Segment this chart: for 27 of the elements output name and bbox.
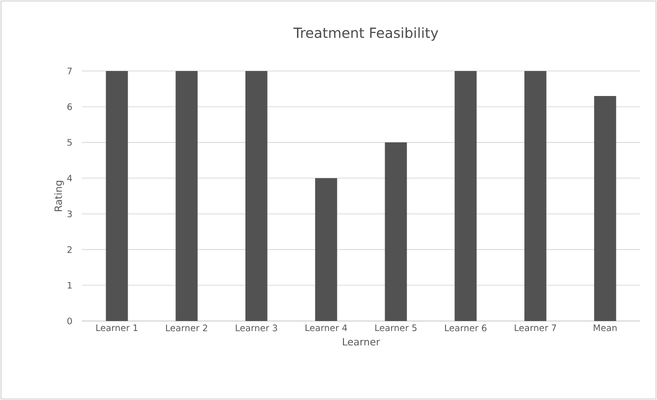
x-tick-label: Learner 6 xyxy=(445,324,486,332)
bar xyxy=(106,71,128,321)
y-tick-label: 4 xyxy=(67,174,72,182)
y-tick-label: 5 xyxy=(67,139,72,146)
y-tick-label: 6 xyxy=(67,103,72,110)
bar xyxy=(315,178,338,321)
x-tick-label: Learner 2 xyxy=(166,324,208,332)
x-tick-label: Learner 3 xyxy=(236,324,278,332)
y-axis-title: Rating xyxy=(54,180,64,212)
x-axis-title: Learner xyxy=(342,338,380,346)
x-tick-label: Learner 1 xyxy=(96,324,138,332)
bar xyxy=(384,142,407,321)
x-tick-label: Mean xyxy=(594,324,617,332)
bar xyxy=(245,71,268,321)
y-tick-label: 7 xyxy=(68,68,72,74)
bar xyxy=(524,71,546,321)
y-tick-label: 3 xyxy=(67,210,72,218)
x-tick-label: Learner 4 xyxy=(306,324,348,332)
y-tick-label: 1 xyxy=(68,282,72,289)
bar xyxy=(176,71,198,321)
bar xyxy=(594,96,616,321)
x-tick-label: Learner 7 xyxy=(514,324,556,332)
y-tick-label: 2 xyxy=(67,246,72,253)
bar xyxy=(454,71,477,321)
x-tick-label: Learner 5 xyxy=(375,324,416,332)
chart-title: Treatment Feasibility xyxy=(293,27,438,41)
y-tick-label: 0 xyxy=(67,318,72,324)
